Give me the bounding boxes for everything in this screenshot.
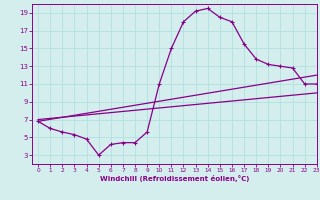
X-axis label: Windchill (Refroidissement éolien,°C): Windchill (Refroidissement éolien,°C) xyxy=(100,175,249,182)
